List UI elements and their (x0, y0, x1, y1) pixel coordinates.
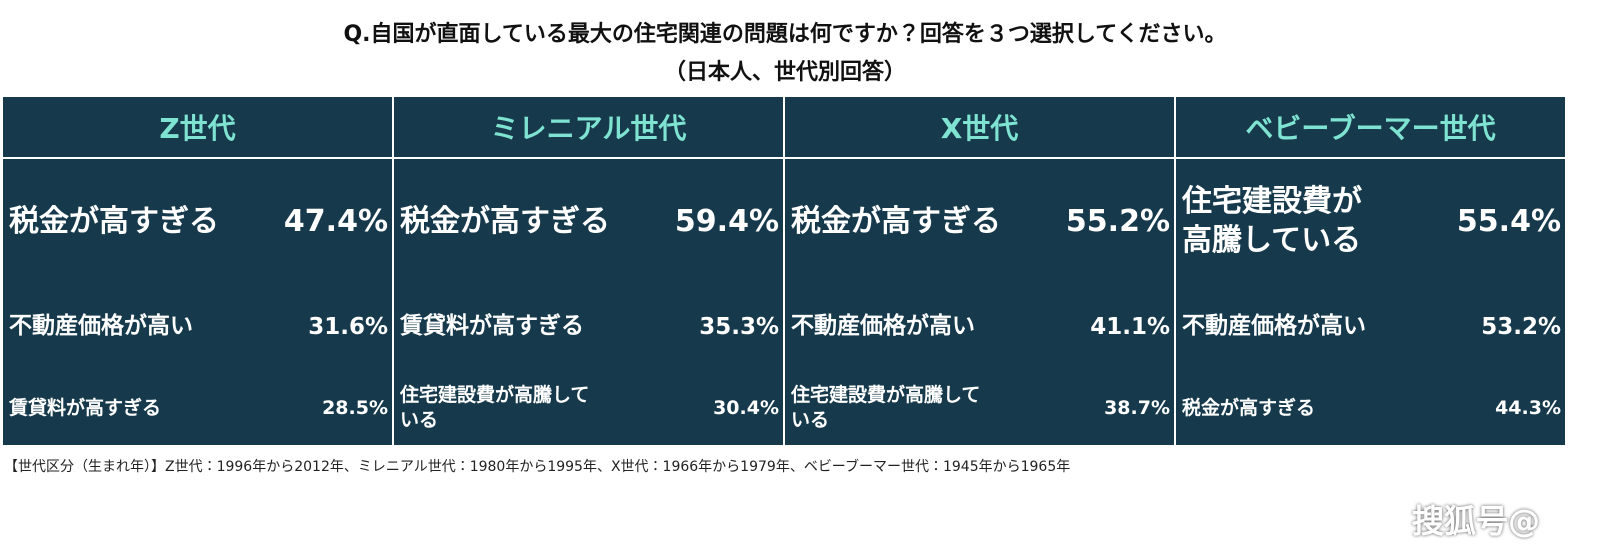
column-header: Z世代 (3, 97, 392, 159)
item-label: 税金が高すぎる (1182, 396, 1316, 419)
column-header: ミレニアル世代 (394, 97, 783, 159)
watermark: 搜狐号@ (1411, 502, 1540, 540)
item-label: 不動産価格が高い (9, 313, 193, 340)
item-value: 47.4% (283, 203, 388, 239)
row: 賃貸料が高すぎる 28.5% (3, 371, 392, 445)
item-value: 53.2% (1481, 314, 1561, 340)
row: 住宅建設費が高騰している 30.4% (394, 371, 783, 445)
item-value: 35.3% (699, 314, 779, 340)
row: 税金が高すぎる 44.3% (1176, 371, 1565, 445)
column: ベビーブーマー世代住宅建設費が高騰している 55.4% 不動産価格が高い 53.2% 税… (1176, 97, 1565, 445)
item-value: 55.4% (1456, 203, 1561, 239)
item-label: 住宅建設費が高騰している (1182, 184, 1362, 258)
item-label: 住宅建設費が高騰している (791, 384, 981, 431)
column: ミレニアル世代税金が高すぎる 59.4% 賃貸料が高すぎる 35.3% 住宅建設費が高騰… (394, 97, 785, 445)
row: 不動産価格が高い 53.2% (1176, 283, 1565, 371)
row: 不動産価格が高い 41.1% (785, 283, 1174, 371)
item-value: 44.3% (1495, 397, 1561, 419)
row: 不動産価格が高い 31.6% (3, 283, 392, 371)
column: X世代税金が高すぎる 55.2% 不動産価格が高い 41.1% 住宅建設費が高騰している… (785, 97, 1176, 445)
item-label: 賃貸料が高すぎる (9, 396, 162, 419)
item-label: 不動産価格が高い (1182, 313, 1366, 340)
row: 税金が高すぎる 47.4% (3, 159, 392, 283)
footnote: 【世代区分（生まれ年）】Z世代：1996年から2012年、ミレニアル世代：198… (4, 459, 1071, 475)
row: 住宅建設費が高騰している 55.4% (1176, 159, 1565, 283)
item-label: 税金が高すぎる (791, 203, 1001, 239)
item-value: 31.6% (308, 314, 388, 340)
item-value: 59.4% (674, 203, 779, 239)
item-label: 税金が高すぎる (9, 203, 219, 239)
item-label: 不動産価格が高い (791, 313, 975, 340)
table: Z世代税金が高すぎる 47.4% 不動産価格が高い 31.6% 賃貸料が高すぎる 28.5… (3, 97, 1565, 445)
item-value: 28.5% (322, 397, 388, 419)
row: 税金が高すぎる 59.4% (394, 159, 783, 283)
column-header: X世代 (785, 97, 1174, 159)
item-label: 税金が高すぎる (400, 203, 610, 239)
item-label: 賃貸料が高すぎる (400, 313, 584, 340)
item-value: 30.4% (713, 397, 779, 419)
row: 賃貸料が高すぎる 35.3% (394, 283, 783, 371)
item-value: 38.7% (1104, 397, 1170, 419)
item-value: 41.1% (1090, 314, 1170, 340)
title: Q.自国が直面している最大の住宅関連の問題は何ですか？回答を３つ選択してください… (343, 22, 1227, 47)
column-header: ベビーブーマー世代 (1176, 97, 1565, 159)
column: Z世代税金が高すぎる 47.4% 不動産価格が高い 31.6% 賃貸料が高すぎる 28.5… (3, 97, 394, 445)
item-label: 住宅建設費が高騰している (400, 384, 590, 431)
row: 税金が高すぎる 55.2% (785, 159, 1174, 283)
item-value: 55.2% (1065, 203, 1170, 239)
row: 住宅建設費が高騰している 38.7% (785, 371, 1174, 445)
subtitle: （日本人、世代別回答） (663, 60, 906, 85)
